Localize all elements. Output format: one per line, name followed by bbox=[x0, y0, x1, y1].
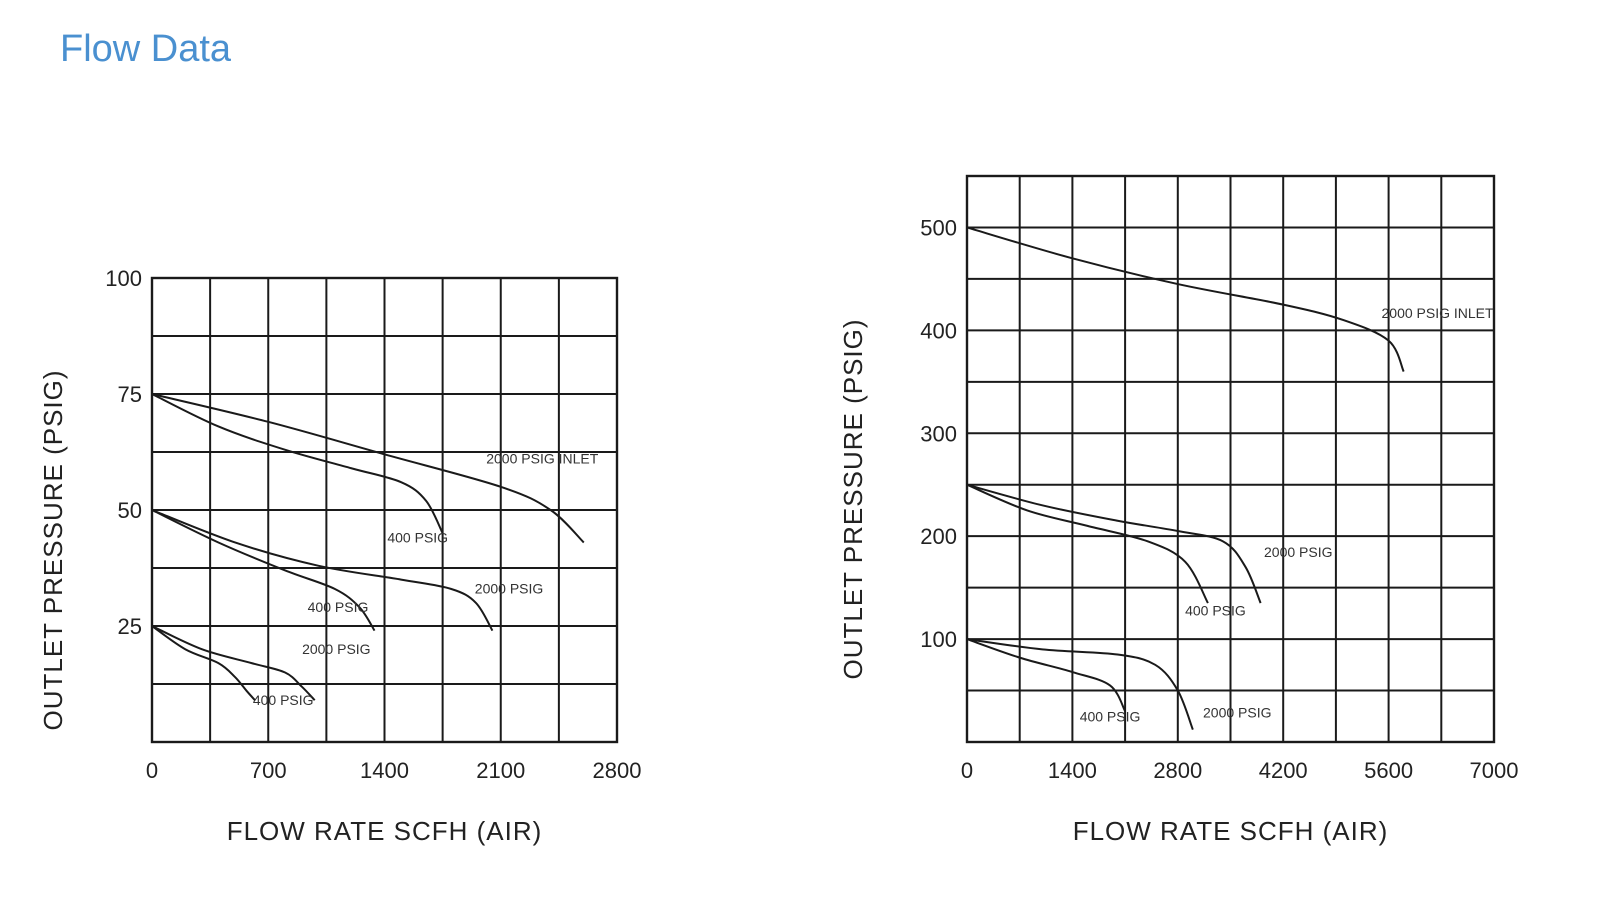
plot-frame bbox=[965, 174, 1496, 744]
x-tick-label: 2800 bbox=[1153, 758, 1202, 783]
y-tick-label: 400 bbox=[920, 318, 957, 343]
page-title: Flow Data bbox=[60, 28, 232, 70]
series-line bbox=[151, 393, 444, 534]
x-tick-label: 2800 bbox=[593, 758, 642, 783]
series-label: 2000 PSIG INLET bbox=[1382, 305, 1495, 321]
series-label: 400 PSIG bbox=[1080, 708, 1141, 724]
plot-area: 0 700 1400 2100 2800 25 50 75 100 2000 PSIG INLET… bbox=[105, 266, 641, 783]
series-line bbox=[966, 226, 1405, 372]
x-tick-label: 2100 bbox=[476, 758, 525, 783]
x-tick-label: 7000 bbox=[1470, 758, 1519, 783]
series-line bbox=[966, 483, 1209, 604]
series-label: 2000 PSIG bbox=[1203, 704, 1272, 720]
y-tick-label: 75 bbox=[118, 382, 142, 407]
x-tick-label: 1400 bbox=[360, 758, 409, 783]
plot-area: 0 1400 2800 4200 5600 7000 100 200 300 400 500 2000… bbox=[920, 174, 1519, 783]
y-tick-label: 100 bbox=[920, 627, 957, 652]
series-label: 2000 PSIG INLET bbox=[486, 451, 599, 467]
series-line bbox=[151, 625, 256, 701]
series-line bbox=[151, 625, 316, 701]
series-line bbox=[151, 509, 376, 632]
y-tick-label: 300 bbox=[920, 421, 957, 446]
x-tick-label: 700 bbox=[250, 758, 287, 783]
x-axis-title: FLOW RATE SCFH (AIR) bbox=[1073, 816, 1389, 846]
x-tick-label: 4200 bbox=[1259, 758, 1308, 783]
series-line bbox=[151, 509, 494, 632]
series-label: 400 PSIG bbox=[1185, 602, 1246, 618]
x-tick-label: 5600 bbox=[1364, 758, 1413, 783]
y-tick-label: 500 bbox=[920, 215, 957, 240]
y-axis-title: OUTLET PRESSURE (PSIG) bbox=[38, 369, 68, 730]
series-label: 2000 PSIG bbox=[1264, 544, 1333, 560]
y-tick-label: 50 bbox=[118, 498, 142, 523]
series-label: 400 PSIG bbox=[387, 529, 448, 545]
series-label: 2000 PSIG bbox=[475, 581, 544, 597]
y-tick-label: 100 bbox=[105, 266, 142, 291]
series-line bbox=[966, 483, 1262, 604]
series-line bbox=[966, 638, 1126, 712]
series-label: 400 PSIG bbox=[308, 599, 369, 615]
x-tick-label: 0 bbox=[961, 758, 973, 783]
x-tick-label: 1400 bbox=[1048, 758, 1097, 783]
y-tick-label: 200 bbox=[920, 524, 957, 549]
y-axis-title: OUTLET PRESSURE (PSIG) bbox=[838, 318, 868, 679]
x-axis-title: FLOW RATE SCFH (AIR) bbox=[227, 816, 543, 846]
series-line bbox=[966, 638, 1194, 731]
y-tick-label: 25 bbox=[118, 614, 142, 639]
x-tick-label: 0 bbox=[146, 758, 158, 783]
series-label: 2000 PSIG bbox=[302, 641, 371, 657]
series-label: 400 PSIG bbox=[253, 692, 314, 708]
series-line bbox=[151, 393, 585, 544]
